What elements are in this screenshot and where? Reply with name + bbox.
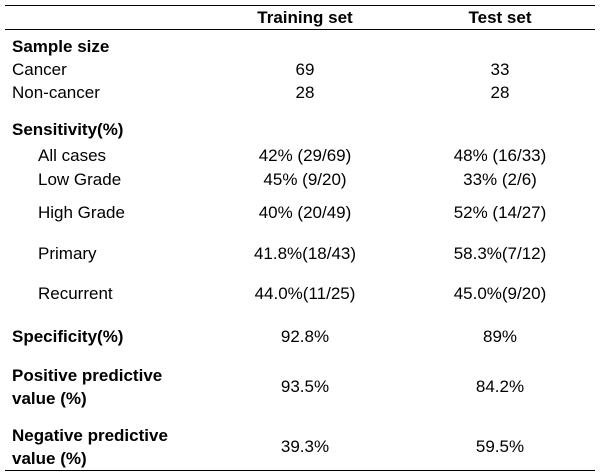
row-label: Non-cancer <box>12 83 100 102</box>
header-test-set: Test set <box>468 8 532 27</box>
test-value: 28 <box>490 83 510 102</box>
row-label: All cases <box>38 146 107 165</box>
test-value: 89% <box>482 327 518 346</box>
test-value: 33% (2/6) <box>463 170 537 189</box>
header-rule <box>5 29 595 30</box>
header-training-set: Training set <box>257 8 353 27</box>
training-value: 42% (29/69) <box>258 146 352 165</box>
training-value: 41.8%(18/43) <box>253 244 357 263</box>
row-label: Specificity(%) <box>12 327 124 346</box>
training-value: 44.0%(11/25) <box>254 284 356 303</box>
row-label: Sensitivity(%) <box>12 120 124 139</box>
bottom-rule <box>5 470 595 471</box>
row-label-line2: value (%) <box>12 389 87 408</box>
training-value: 69 <box>295 60 315 79</box>
training-value: 28 <box>295 83 315 102</box>
test-value: 33 <box>490 60 510 79</box>
training-value: 93.5% <box>280 377 330 396</box>
test-value: 59.5% <box>475 437 525 456</box>
row-label: Cancer <box>12 60 67 79</box>
row-label-line1: Positive predictive <box>12 366 163 385</box>
training-value: 45% (9/20) <box>263 170 347 189</box>
test-value: 84.2% <box>475 377 525 396</box>
top-rule <box>5 5 595 6</box>
row-label-line2: value (%) <box>12 449 87 468</box>
row-label: Primary <box>38 244 97 263</box>
row-label: Sample size <box>12 37 110 56</box>
test-value: 45.0%(9/20) <box>453 284 547 303</box>
test-value: 58.3%(7/12) <box>453 244 547 263</box>
row-label-line1: Negative predictive <box>12 426 168 445</box>
test-value: 52% (14/27) <box>453 203 547 222</box>
row-label: High Grade <box>38 203 125 222</box>
row-label: Recurrent <box>38 284 113 303</box>
row-label: Low Grade <box>38 170 122 189</box>
training-value: 92.8% <box>280 327 330 346</box>
training-value: 40% (20/49) <box>258 203 352 222</box>
test-value: 48% (16/33) <box>453 146 547 165</box>
training-value: 39.3% <box>280 437 330 456</box>
